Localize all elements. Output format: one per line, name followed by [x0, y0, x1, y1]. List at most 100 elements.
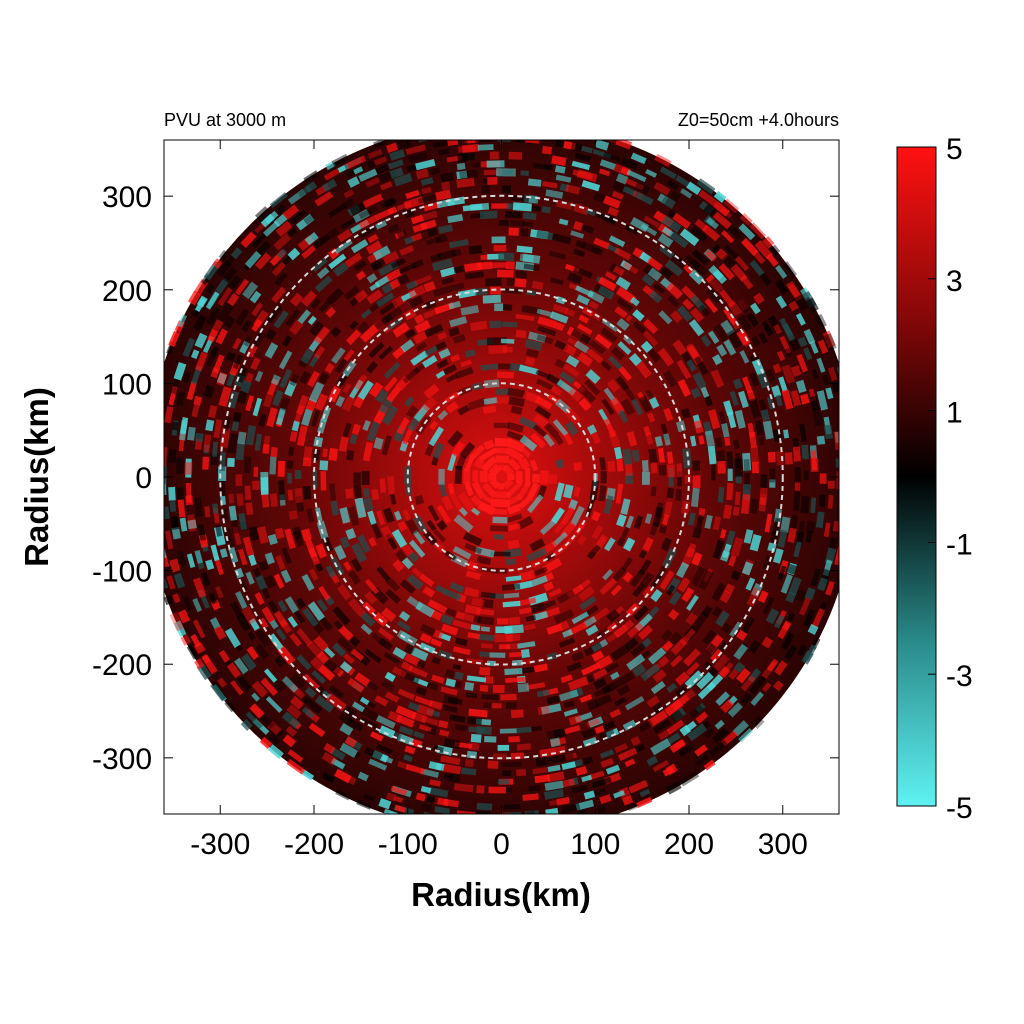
heatmap-cell [622, 261, 639, 275]
heatmap-cell [464, 604, 482, 616]
heatmap-cell [431, 456, 439, 466]
heatmap-cell [481, 456, 498, 472]
heatmap-cell [506, 503, 521, 515]
heatmap-cell [194, 658, 205, 670]
x-tick-label: -200 [284, 828, 344, 861]
heatmap-cell [376, 510, 386, 526]
heatmap-cell [568, 714, 583, 726]
heatmap-cell [502, 346, 513, 353]
heatmap-cell [295, 496, 305, 512]
heatmap-cell [464, 542, 483, 555]
heatmap-cell [708, 409, 721, 430]
heatmap-cell [652, 718, 672, 734]
heatmap-cell [718, 289, 736, 308]
heatmap-cell [848, 414, 858, 433]
heatmap-cell [712, 516, 722, 531]
heatmap-cell [368, 381, 384, 398]
heatmap-cell [653, 283, 666, 295]
heatmap-cell [168, 486, 176, 501]
heatmap-cell [272, 389, 284, 407]
heatmap-cell [164, 577, 169, 591]
heatmap-cell [684, 670, 704, 689]
heatmap-cell [493, 245, 507, 252]
heatmap-cell [202, 456, 210, 470]
heatmap-cell [545, 754, 566, 765]
heatmap-cell [712, 269, 727, 285]
heatmap-cell [403, 754, 413, 762]
heatmap-cell [661, 195, 676, 209]
heatmap-cell [254, 252, 272, 270]
heatmap-cell [447, 696, 463, 706]
heatmap-cell [330, 326, 342, 338]
heatmap-cell [249, 703, 265, 719]
heatmap-cell [460, 305, 480, 316]
heatmap-cell [287, 489, 294, 501]
heatmap-cell [767, 315, 783, 334]
heatmap-cell [805, 530, 813, 543]
heatmap-cell [815, 511, 825, 529]
heatmap-cell [692, 610, 710, 631]
heatmap-cell [611, 190, 624, 200]
heatmap-cell [328, 685, 345, 699]
heatmap-cell [660, 629, 673, 642]
heatmap-cell [698, 304, 711, 317]
heatmap-cell [241, 319, 252, 333]
heatmap-cell [516, 743, 532, 751]
heatmap-cell [600, 471, 607, 484]
heatmap-cell [721, 423, 730, 438]
heatmap-cell [597, 484, 607, 502]
heatmap-cell [448, 326, 460, 337]
heatmap-cell [476, 785, 485, 794]
heatmap-cell [212, 354, 225, 374]
heatmap-cell [480, 626, 491, 632]
heatmap-cell [212, 503, 219, 514]
heatmap-cell [176, 391, 186, 407]
heatmap-cell [612, 265, 625, 277]
heatmap-cell [339, 661, 353, 674]
heatmap-cell [460, 359, 473, 368]
heatmap-cell [804, 587, 816, 601]
heatmap-cell [633, 605, 650, 621]
heatmap-cell [440, 816, 449, 822]
heatmap-cell [379, 181, 393, 191]
heatmap-cell [497, 140, 512, 142]
heatmap-cell [240, 580, 249, 591]
heatmap-cell [332, 262, 349, 277]
heatmap-cell [194, 549, 203, 564]
heatmap-cell [737, 390, 749, 409]
heatmap-cell [527, 819, 535, 827]
heatmap-cell [713, 201, 731, 217]
heatmap-cell [727, 300, 744, 319]
heatmap-cell [186, 644, 199, 660]
heatmap-cell [760, 409, 770, 422]
heatmap-cell [794, 589, 806, 603]
heatmap-cell [382, 808, 398, 814]
heatmap-cell [694, 754, 709, 767]
heatmap-cell [440, 686, 458, 696]
heatmap-cell [643, 425, 652, 437]
heatmap-cell [654, 436, 663, 447]
heatmap-cell [423, 201, 441, 212]
heatmap-cell [591, 431, 601, 445]
heatmap-cell [489, 151, 499, 160]
heatmap-cell [313, 326, 331, 345]
heatmap-cell [273, 232, 293, 251]
heatmap-cell [810, 497, 817, 514]
heatmap-cell [545, 189, 564, 199]
heatmap-cell [697, 569, 714, 591]
heatmap-cell [290, 209, 307, 225]
heatmap-cell [591, 650, 605, 662]
heatmap-cell [219, 427, 231, 448]
heatmap-cell [518, 457, 531, 470]
heatmap-cell [365, 176, 381, 188]
heatmap-cell [382, 250, 400, 265]
heatmap-cell [836, 471, 839, 490]
heatmap-cell [822, 330, 836, 349]
heatmap-cell [453, 514, 474, 533]
heatmap-cell [192, 597, 203, 613]
heatmap-cell [303, 213, 316, 225]
heatmap-cell [193, 395, 203, 406]
heatmap-cell [734, 458, 743, 477]
heatmap-cell [346, 450, 355, 461]
heatmap-cell [342, 382, 352, 394]
